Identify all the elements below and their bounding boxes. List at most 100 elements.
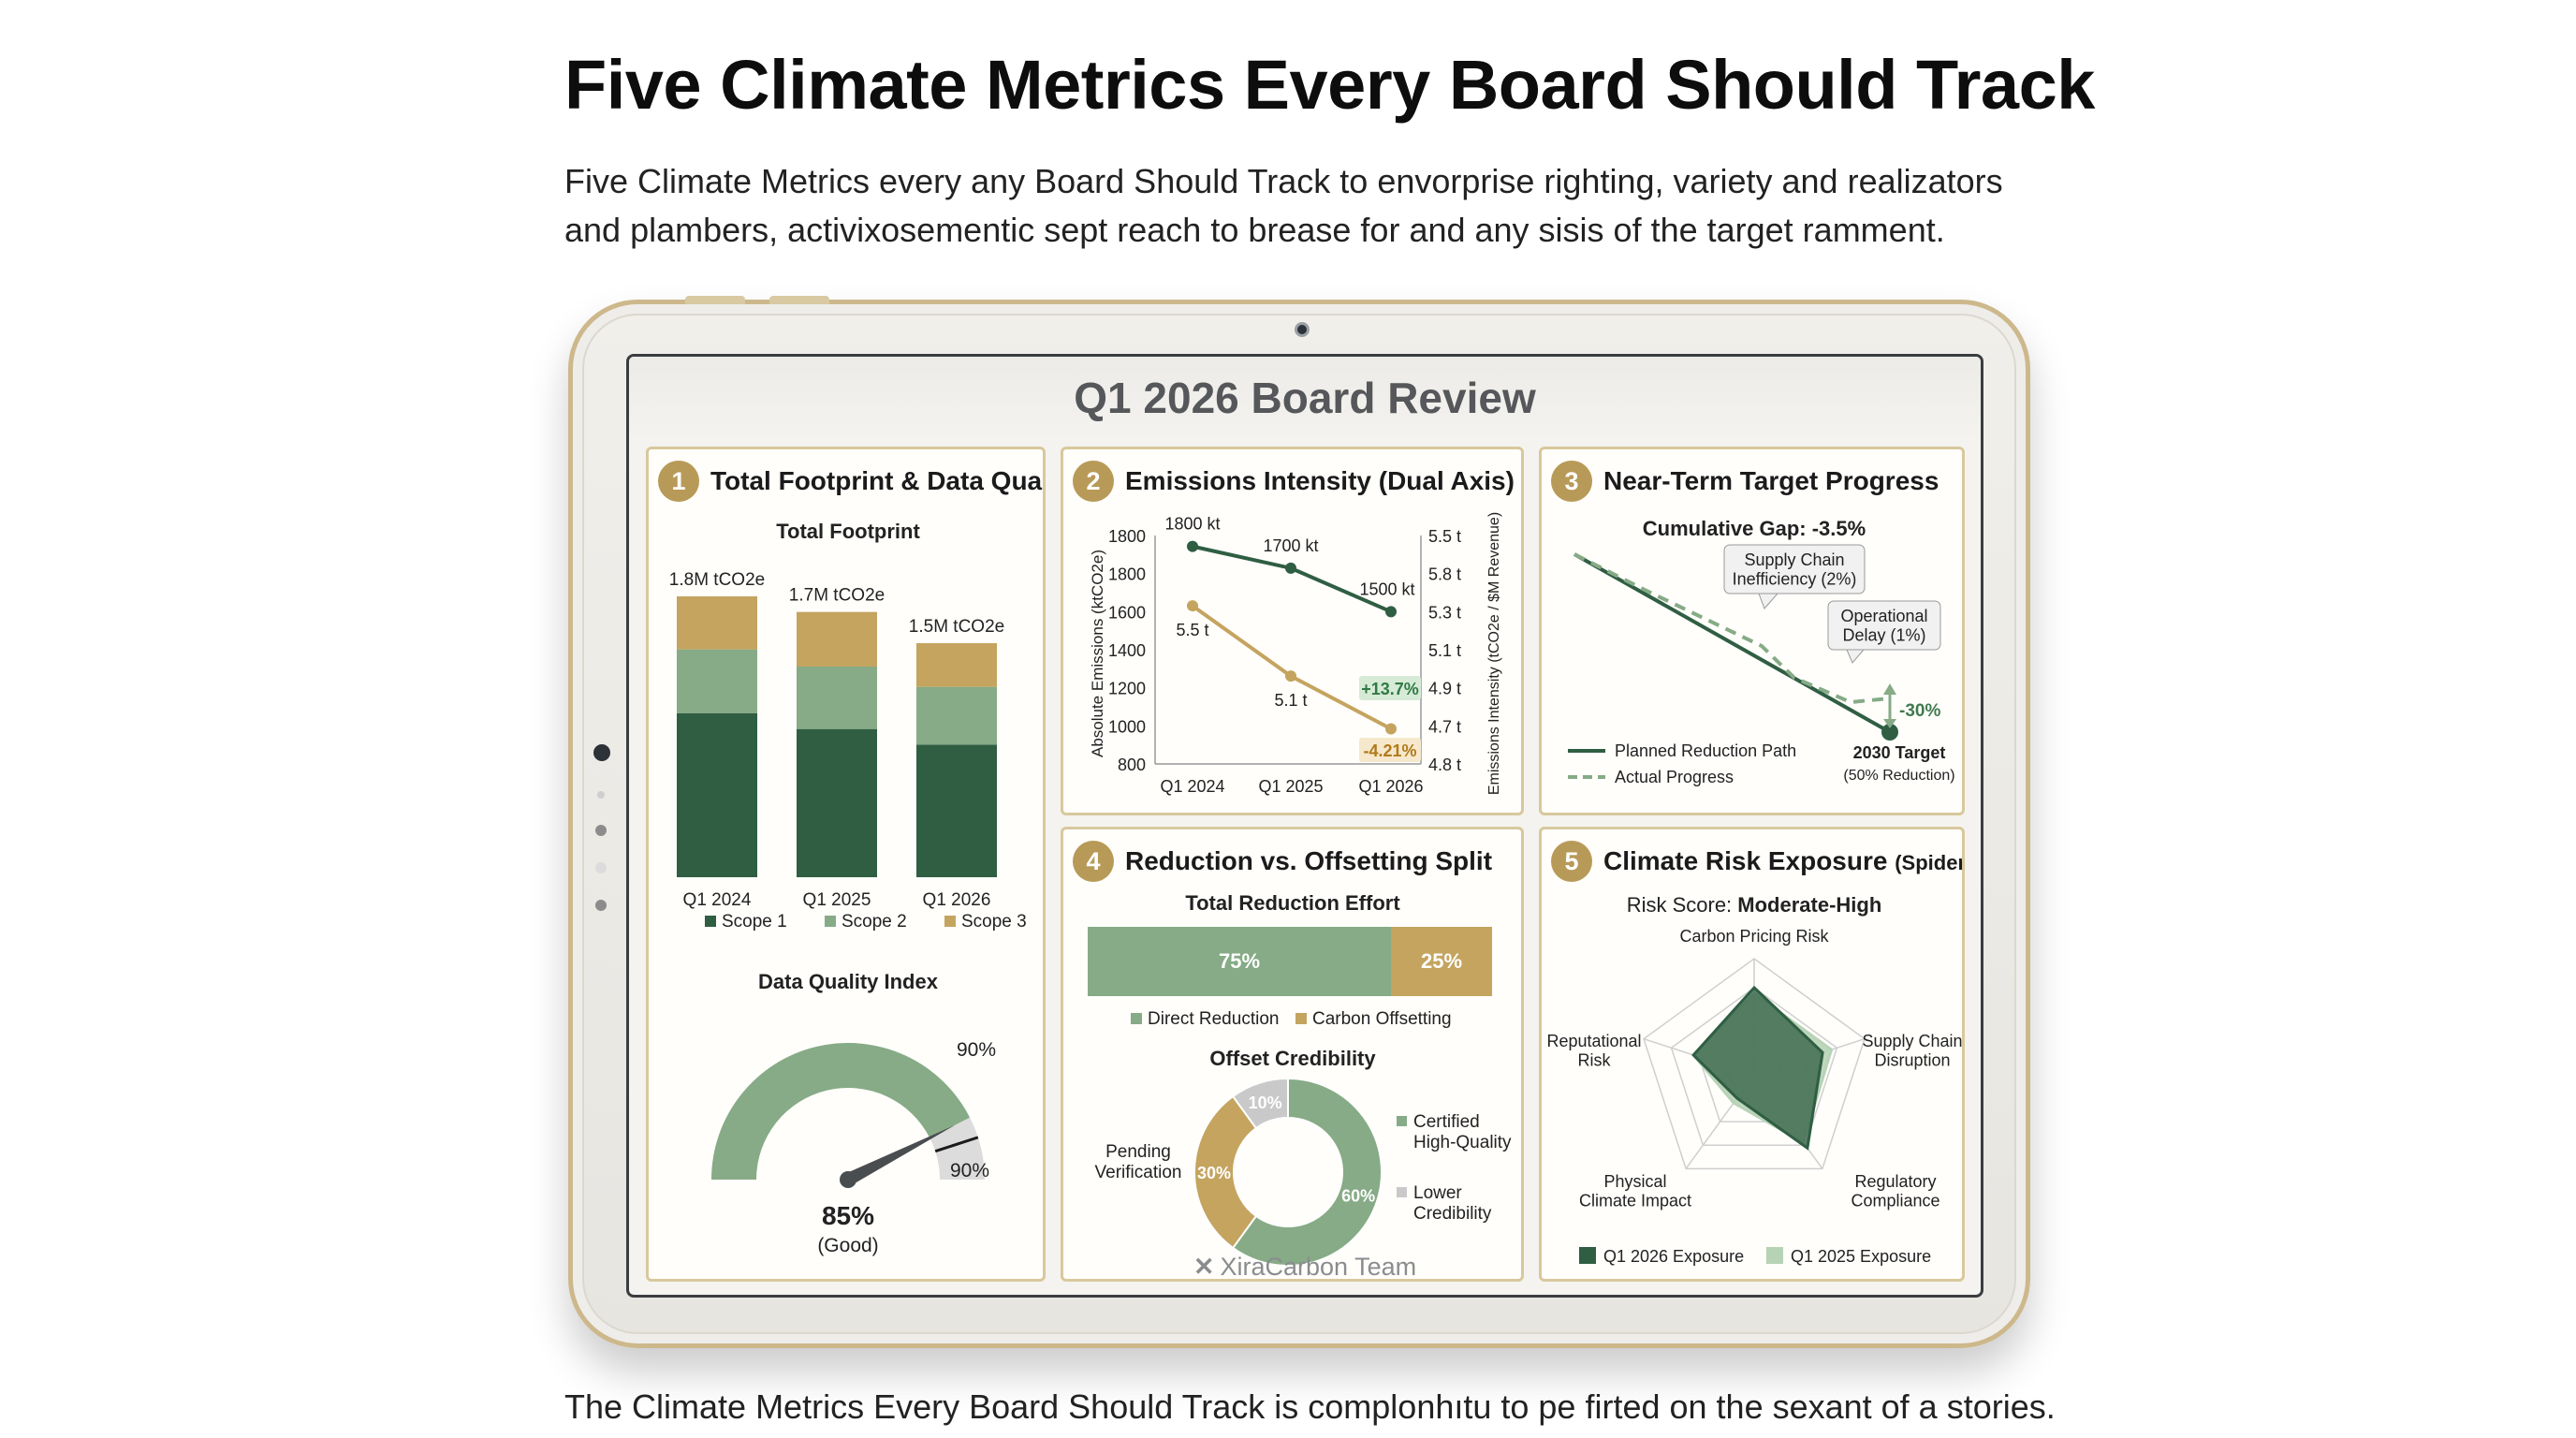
- gauge-target-tick: [934, 1136, 979, 1153]
- radar-axis-label: Regulatory Compliance: [1851, 1172, 1939, 1211]
- gauge-target-label: 90%: [957, 1039, 996, 1061]
- series-point: [1385, 606, 1397, 618]
- callout-text: Operational Delay (1%): [1840, 607, 1927, 645]
- legend-label: Q1 2025 Exposure: [1791, 1247, 1931, 1266]
- card-number-badge: 3: [1551, 461, 1592, 502]
- bar-segment: [916, 744, 997, 877]
- legend-label: Scope 3: [961, 912, 1027, 932]
- dashboard-title: Q1 2026 Board Review: [629, 357, 1981, 439]
- bar-segment: [916, 686, 997, 745]
- legend-label: Certified High-Quality: [1413, 1112, 1512, 1152]
- donut-slice-label: 60%: [1341, 1186, 1375, 1205]
- y-tick-label-right: 4.9 t: [1428, 680, 1461, 698]
- gap-arrow-head: [1883, 719, 1896, 728]
- gauge-hub: [840, 1171, 856, 1188]
- series-point: [1385, 723, 1397, 735]
- legend-label: Planned Reduction Path: [1615, 741, 1796, 760]
- y-axis-title-left: Absolute Emissions (ktCO2e): [1089, 550, 1106, 757]
- card-number-badge: 2: [1073, 461, 1114, 502]
- risk-score: Risk Score: Moderate-High: [1627, 893, 1882, 917]
- bar-total-label: 1.7M tCO2e: [789, 586, 885, 606]
- callout-box: [1827, 600, 1941, 651]
- target-progress-chart: Cumulative Gap: -3.5% -30% Supply Chain Ine…: [1568, 517, 1955, 786]
- x-tick-label: Q1 2024: [1160, 777, 1224, 796]
- series-point: [1285, 562, 1296, 574]
- change-badge: -4.21%: [1363, 741, 1416, 760]
- legend-swatch: [1579, 1247, 1596, 1264]
- legend-swatch: [825, 916, 836, 927]
- tablet-device: Q1 2026 Board Review 1 Total Footprint &…: [568, 296, 2030, 1348]
- page-title: Five Climate Metrics Every Board Should …: [564, 46, 2095, 124]
- card-reduction-split: 4 Reduction vs. Offsetting Split Total R…: [1061, 827, 1524, 1282]
- legend-swatch: [944, 916, 956, 927]
- intensity-dual-axis-chart: 1800 1800 1600 1400 1200 1000 800 5.5 t 5.8 t 5.3…: [1089, 512, 1502, 796]
- risk-spider-chart: Risk Score: Moderate-High Carbon Pricing …: [1546, 893, 1962, 1266]
- bar-segment: [677, 649, 757, 713]
- legend-swatch: [1397, 1116, 1407, 1126]
- brand-name: XiraCarbon Team: [1220, 1253, 1417, 1281]
- legend-swatch: [1131, 1013, 1142, 1024]
- legend-swatch: [1295, 1013, 1307, 1024]
- change-badge: +13.7%: [1361, 680, 1419, 698]
- bar-segment: [916, 643, 997, 687]
- card-title: Emissions Intensity (Dual Axis): [1125, 466, 1515, 495]
- x-logo-icon: ✕: [1193, 1253, 1215, 1281]
- y-tick-label-left: 1600: [1108, 603, 1146, 622]
- split-bar-label: 75%: [1219, 949, 1260, 973]
- data-label: 1700 kt: [1263, 536, 1318, 555]
- y-tick-label-right: 5.3 t: [1428, 603, 1461, 622]
- bar-segment: [797, 728, 877, 877]
- donut-slice: [1193, 1094, 1258, 1250]
- series-point: [1187, 540, 1198, 552]
- gauge-fill: [711, 1043, 971, 1180]
- legend-label: Q1 2026 Exposure: [1603, 1247, 1744, 1266]
- y-tick-label-right: 4.7 t: [1428, 717, 1461, 736]
- target-label: 2030 Target: [1853, 743, 1946, 762]
- data-label: 1800 kt: [1164, 515, 1220, 534]
- legend-label: Lower Credibility: [1413, 1183, 1492, 1224]
- series-line: [1191, 604, 1392, 731]
- gauge-needle: [844, 1124, 956, 1186]
- bar-segment: [797, 611, 877, 667]
- change-badge-bg: [1359, 676, 1421, 700]
- legend-swatch: [705, 916, 716, 927]
- card-emissions-intensity: 2 Emissions Intensity (Dual Axis) 1800 18…: [1061, 447, 1524, 815]
- card-number-badge: 1: [658, 461, 699, 502]
- radar-axis-label: Supply Chain Disruption: [1862, 1032, 1962, 1070]
- sensor-dot: [595, 825, 607, 836]
- card-header: 2 Emissions Intensity (Dual Axis): [1073, 461, 1515, 502]
- y-axis-title-right: Emissions Intensity (tCO2e / $M Revenue): [1486, 512, 1502, 795]
- bar-segment: [797, 667, 877, 729]
- card-total-footprint: 1 Total Footprint & Data Quality Total F…: [646, 447, 1046, 1282]
- donut-slice: [1231, 1077, 1383, 1267]
- actual-progress-line: [1573, 552, 1891, 705]
- y-tick-label-left: 1000: [1108, 717, 1146, 736]
- reduction-split-chart: Total Reduction Effort 75% 25% Direct Reduc…: [1088, 891, 1512, 1267]
- card-number-badge: 4: [1073, 841, 1114, 882]
- data-label: 1500 kt: [1359, 580, 1414, 598]
- y-tick-label-left: 800: [1118, 756, 1146, 774]
- radar-series: [1691, 985, 1824, 1151]
- legend-swatch: [1397, 1187, 1407, 1197]
- change-badge-bg: [1359, 738, 1421, 762]
- volume-button: [685, 296, 745, 304]
- split-bar-segment: [1088, 927, 1391, 996]
- card-title-text: Climate Risk Exposure: [1603, 846, 1888, 875]
- legend-label: Scope 2: [842, 912, 907, 932]
- home-button[interactable]: [593, 744, 610, 761]
- gauge-track: [929, 1117, 985, 1180]
- card-title: Near-Term Target Progress: [1603, 466, 1939, 495]
- gap-arrow-head: [1883, 683, 1896, 695]
- gauge-status: (Good): [817, 1235, 878, 1256]
- y-tick-label-left: 1800: [1108, 527, 1146, 546]
- card-header: 4 Reduction vs. Offsetting Split: [1073, 841, 1492, 882]
- target-point: [1881, 724, 1898, 741]
- card-title: Total Footprint & Data Quality: [710, 466, 1046, 495]
- data-label: 5.1 t: [1274, 691, 1307, 710]
- sensor-dot: [597, 791, 605, 799]
- legend-label: Actual Progress: [1615, 768, 1734, 786]
- donut-slice: [1231, 1077, 1289, 1130]
- chart-title: Total Reduction Effort: [1185, 891, 1400, 915]
- callout-pointer: [1758, 593, 1779, 609]
- sensor-dot: [595, 862, 607, 873]
